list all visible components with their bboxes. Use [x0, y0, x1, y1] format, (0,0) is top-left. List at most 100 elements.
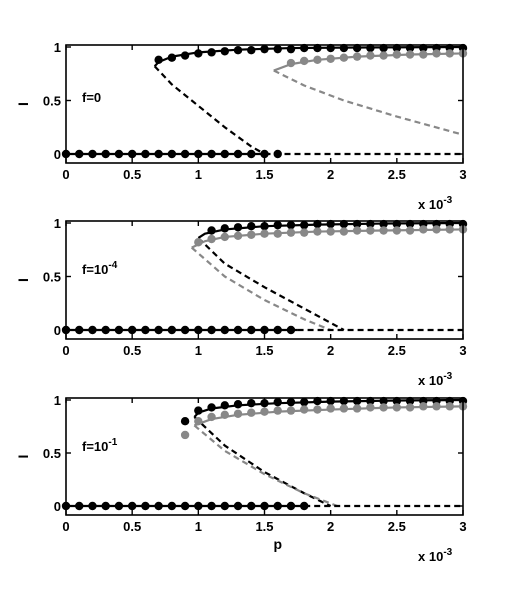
- data-point: [260, 407, 269, 416]
- data-point: [419, 225, 428, 234]
- y-tick-label: 0: [54, 323, 61, 338]
- data-point: [233, 501, 243, 511]
- data-point: [247, 325, 256, 335]
- y-tick-label: 0: [54, 499, 61, 514]
- y-tick-label: 1: [54, 40, 61, 55]
- x-tick-label: 1: [195, 167, 202, 182]
- x-scale-label: x 10-3: [418, 195, 453, 212]
- data-point: [220, 410, 229, 420]
- data-point: [247, 408, 256, 417]
- data-point: [194, 238, 203, 247]
- data-point: [220, 325, 229, 335]
- x-tick-label: 2.5: [388, 343, 406, 358]
- data-point: [220, 149, 229, 159]
- data-point: [273, 44, 282, 54]
- data-point: [220, 47, 229, 56]
- data-point: [101, 149, 110, 159]
- data-point: [260, 501, 269, 511]
- data-point: [220, 401, 229, 410]
- data-point: [88, 149, 97, 159]
- data-point: [207, 403, 216, 412]
- data-point: [379, 51, 388, 60]
- data-point: [366, 43, 375, 53]
- data-point: [88, 501, 97, 511]
- data-point: [313, 219, 322, 229]
- data-point: [326, 227, 335, 236]
- panel-annotation: f=10-4: [82, 260, 118, 277]
- x-scale-exponent: -3: [443, 195, 452, 206]
- data-point: [352, 404, 362, 413]
- data-point: [352, 396, 362, 406]
- data-point: [366, 219, 375, 229]
- data-point: [180, 501, 190, 511]
- x-tick-label: 3: [459, 343, 466, 358]
- data-point: [445, 402, 454, 411]
- data-point: [300, 397, 309, 407]
- data-point: [405, 396, 415, 406]
- x-tick-label: 1.5: [255, 519, 273, 534]
- data-point: [207, 234, 216, 244]
- data-point: [127, 149, 137, 159]
- dashed-curve-2: [153, 65, 266, 155]
- data-point: [247, 149, 256, 159]
- data-point: [167, 325, 177, 335]
- data-point: [273, 406, 282, 415]
- data-point: [233, 409, 243, 418]
- data-point: [300, 501, 309, 511]
- data-point: [392, 50, 402, 59]
- data-point: [339, 404, 349, 413]
- x-tick-label: 1.5: [255, 343, 273, 358]
- data-point: [167, 53, 177, 62]
- x-scale-base: x 10: [418, 197, 443, 212]
- data-point: [300, 405, 309, 414]
- x-tick-label: 0.5: [123, 343, 141, 358]
- data-point: [339, 53, 349, 62]
- data-point: [127, 325, 137, 335]
- data-point: [352, 219, 362, 229]
- data-point: [260, 398, 269, 408]
- x-tick-label: 1: [195, 519, 202, 534]
- data-point: [114, 325, 124, 335]
- data-point: [445, 225, 454, 234]
- annotation-base: f=10: [82, 439, 108, 454]
- data-point: [339, 43, 349, 53]
- panel-annotation: f=0: [82, 90, 101, 105]
- x-tick-label: 2: [327, 167, 334, 182]
- data-point: [260, 325, 269, 335]
- data-point: [273, 501, 282, 511]
- data-point: [233, 223, 243, 232]
- x-scale-label: x 10-3: [418, 371, 453, 388]
- dashed-curve-2: [193, 416, 332, 507]
- chart-panel-3: 0 0.5 1 1.5 2 2.5 3 0 0.5 1 If=10-1 x 10-3 p: [15, 393, 468, 564]
- data-point: [352, 43, 362, 53]
- dashed-curve-4: [193, 424, 338, 508]
- data-point: [366, 403, 375, 412]
- data-point: [207, 501, 216, 511]
- data-point: [405, 403, 415, 412]
- data-point: [194, 501, 203, 511]
- data-point: [273, 220, 282, 230]
- chart-panel-2: 0 0.5 1 1.5 2 2.5 3 0 0.5 1 If=10-4 x 10-3: [15, 216, 468, 388]
- data-point: [220, 232, 229, 242]
- data-point: [313, 405, 322, 414]
- data-point: [114, 501, 124, 511]
- data-point: [300, 220, 309, 230]
- data-point: [194, 325, 203, 335]
- data-point: [180, 430, 190, 440]
- data-point: [419, 50, 428, 59]
- data-point: [154, 149, 163, 159]
- y-tick-label: 1: [54, 393, 61, 408]
- data-point: [405, 50, 415, 59]
- data-point: [419, 402, 428, 411]
- chart-panel-1: 0 0.5 1 1.5 2 2.5 3 0 0.5 1 I f=0 x 10-3: [15, 40, 468, 212]
- data-point: [286, 228, 296, 237]
- data-point: [167, 149, 177, 159]
- x-tick-label: 2: [327, 519, 334, 534]
- data-point: [366, 51, 375, 60]
- data-point: [273, 397, 282, 407]
- data-point: [207, 412, 216, 422]
- data-point: [379, 403, 388, 412]
- x-scale-exponent: -3: [443, 371, 452, 382]
- x-scale-exponent: -3: [443, 547, 452, 558]
